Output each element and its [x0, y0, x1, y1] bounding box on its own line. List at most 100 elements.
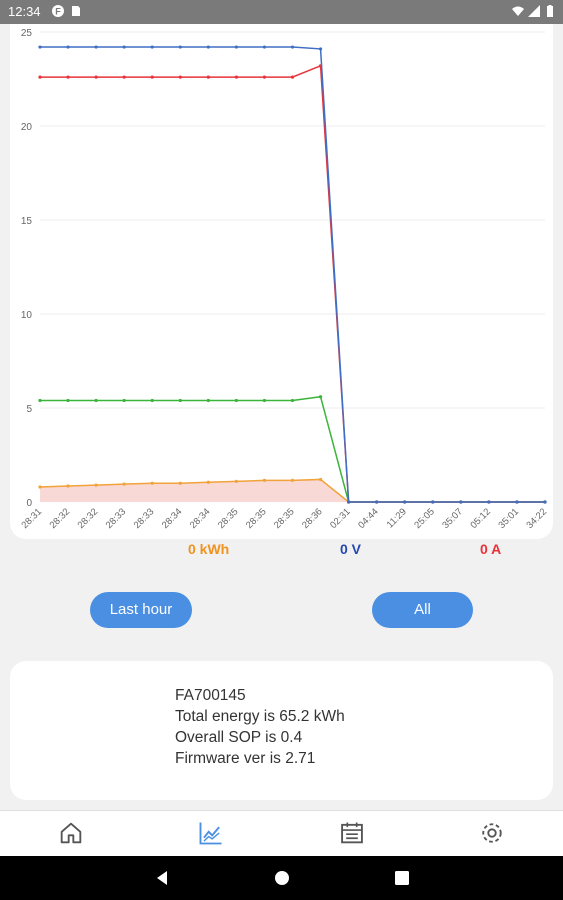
series-line	[40, 46, 545, 503]
data-point	[262, 45, 267, 49]
series-area	[40, 479, 545, 502]
data-point	[290, 478, 295, 482]
data-point	[206, 398, 210, 403]
svg-text:F: F	[55, 7, 61, 17]
bottom-nav	[0, 810, 563, 857]
data-point	[38, 398, 42, 403]
data-point	[122, 482, 126, 486]
data-point	[150, 481, 154, 485]
data-point	[459, 500, 463, 504]
y-tick-label: 5	[26, 404, 32, 415]
data-point	[318, 477, 323, 482]
data-point	[206, 45, 210, 49]
x-tick-label: 28:31	[20, 506, 45, 531]
data-point	[66, 45, 70, 49]
x-tick-label: 35:01	[496, 506, 521, 531]
y-tick-label: 0	[26, 498, 32, 509]
signal-icon	[528, 5, 540, 17]
data-point	[347, 500, 351, 504]
x-tick-label: 28:34	[160, 506, 185, 531]
data-point	[543, 500, 547, 504]
data-point	[38, 485, 42, 489]
last-hour-button[interactable]: Last hour	[90, 592, 192, 628]
x-tick-label: 28:36	[300, 506, 325, 531]
data-point	[262, 75, 267, 79]
data-point	[262, 478, 267, 482]
x-tick-label: 28:34	[188, 506, 213, 531]
back-icon[interactable]	[152, 868, 172, 888]
notification-icon: F	[52, 5, 64, 17]
data-point	[431, 500, 435, 504]
voltage-reading: 0 V	[340, 541, 362, 557]
data-point	[178, 75, 182, 79]
device-info-card: FA700145 Total energy is 65.2 kWh Overal…	[10, 661, 553, 800]
data-point	[94, 45, 98, 49]
firmware-version: Firmware ver is 2.71	[175, 750, 316, 767]
chart-icon[interactable]	[197, 819, 225, 847]
x-tick-label: 28:35	[216, 506, 241, 531]
device-info: FA700145 Total energy is 65.2 kWh Overal…	[175, 685, 345, 769]
y-tick-label: 10	[21, 310, 33, 321]
x-tick-label: 34:22	[525, 506, 550, 531]
x-tick-label: 28:33	[104, 506, 129, 531]
y-tick-label: 25	[21, 28, 33, 39]
gear-icon[interactable]	[478, 819, 506, 847]
x-tick-label: 04:44	[356, 506, 381, 531]
battery-icon	[547, 5, 553, 17]
data-point	[206, 480, 210, 484]
series-line	[40, 64, 545, 503]
data-point	[150, 398, 154, 403]
sim-card-icon	[72, 6, 80, 16]
data-point	[94, 483, 98, 487]
home-button-icon[interactable]	[272, 868, 292, 888]
x-tick-label: 02:31	[328, 506, 353, 531]
energy-reading: 0 kWh	[188, 541, 230, 557]
y-tick-label: 20	[21, 122, 33, 133]
data-point	[290, 45, 295, 49]
data-point	[290, 75, 295, 79]
current-reading: 0 A	[480, 541, 502, 557]
data-point	[178, 481, 182, 485]
data-point	[178, 398, 182, 403]
home-icon[interactable]	[57, 819, 85, 847]
data-point	[290, 398, 295, 403]
chart-card: 0 5 10 15 20 25 28:31 28:32 28:32 28:33 28:33 28:34…	[10, 24, 553, 539]
data-point	[403, 500, 407, 504]
status-time: 12:34	[8, 4, 41, 19]
data-point	[66, 398, 70, 403]
overall-sop: Overall SOP is 0.4	[175, 729, 303, 746]
x-tick-label: 28:35	[272, 506, 297, 531]
status-bar: 12:34 F	[0, 0, 563, 24]
data-point	[234, 45, 238, 49]
x-tick-label: 11:29	[385, 506, 409, 530]
all-button[interactable]: All	[372, 592, 473, 628]
calendar-icon[interactable]	[338, 819, 366, 847]
y-tick-label: 15	[21, 216, 33, 227]
data-point	[122, 398, 126, 403]
data-point	[234, 479, 238, 483]
data-point	[262, 398, 267, 403]
data-point	[318, 395, 323, 399]
x-tick-label: 28:32	[48, 506, 73, 531]
system-nav-bar	[0, 856, 563, 900]
data-point	[122, 45, 126, 49]
data-point	[234, 75, 238, 79]
recents-icon[interactable]	[392, 868, 412, 888]
data-point	[38, 45, 42, 49]
data-point	[66, 75, 70, 79]
x-tick-label: 35:07	[440, 506, 465, 531]
data-point	[234, 398, 238, 403]
data-point	[178, 45, 182, 49]
data-point	[206, 75, 210, 79]
data-point	[375, 500, 379, 504]
data-point	[94, 75, 98, 79]
wifi-icon	[512, 6, 524, 16]
total-energy: Total energy is 65.2 kWh	[175, 708, 345, 725]
x-tick-label: 25:05	[412, 506, 437, 531]
data-point	[66, 484, 70, 488]
x-tick-label: 28:33	[132, 506, 157, 531]
data-point	[515, 500, 519, 504]
x-tick-label: 28:32	[76, 506, 101, 531]
x-tick-label: 05:12	[468, 506, 493, 531]
x-tick-label: 28:35	[244, 506, 269, 531]
